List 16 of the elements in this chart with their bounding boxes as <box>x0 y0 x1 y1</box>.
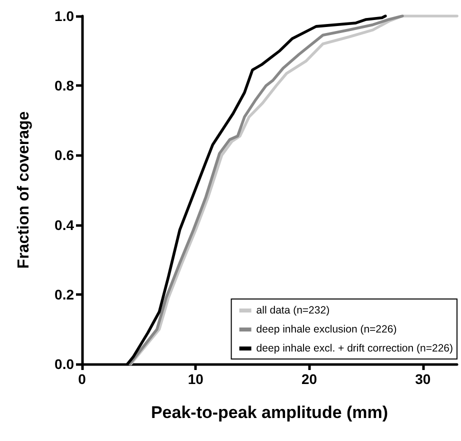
x-axis-title: Peak-to-peak amplitude (mm) <box>150 403 388 422</box>
line-series <box>129 14 458 366</box>
legend-label: deep inhale exclusion (n=226) <box>256 324 397 336</box>
legend-label: all data (n=232) <box>256 304 330 316</box>
x-tick-label: 0 <box>78 371 86 387</box>
y-tick-label: 0.4 <box>54 216 74 233</box>
y-tick-label: 0.0 <box>54 356 74 372</box>
y-tick-label: 1.0 <box>54 8 74 24</box>
y-axis-title: Fraction of coverage <box>16 111 32 269</box>
x-tick-label: 20 <box>301 371 318 387</box>
y-tick-label: 0.2 <box>54 286 74 302</box>
x-tick-label: 10 <box>188 371 204 387</box>
x-tick-label: 30 <box>415 371 431 387</box>
y-tick-label: 0.8 <box>54 78 74 94</box>
y-tick-label: 0.6 <box>54 147 74 164</box>
legend-label: deep inhale excl. + drift correction (n=226) <box>256 342 454 354</box>
